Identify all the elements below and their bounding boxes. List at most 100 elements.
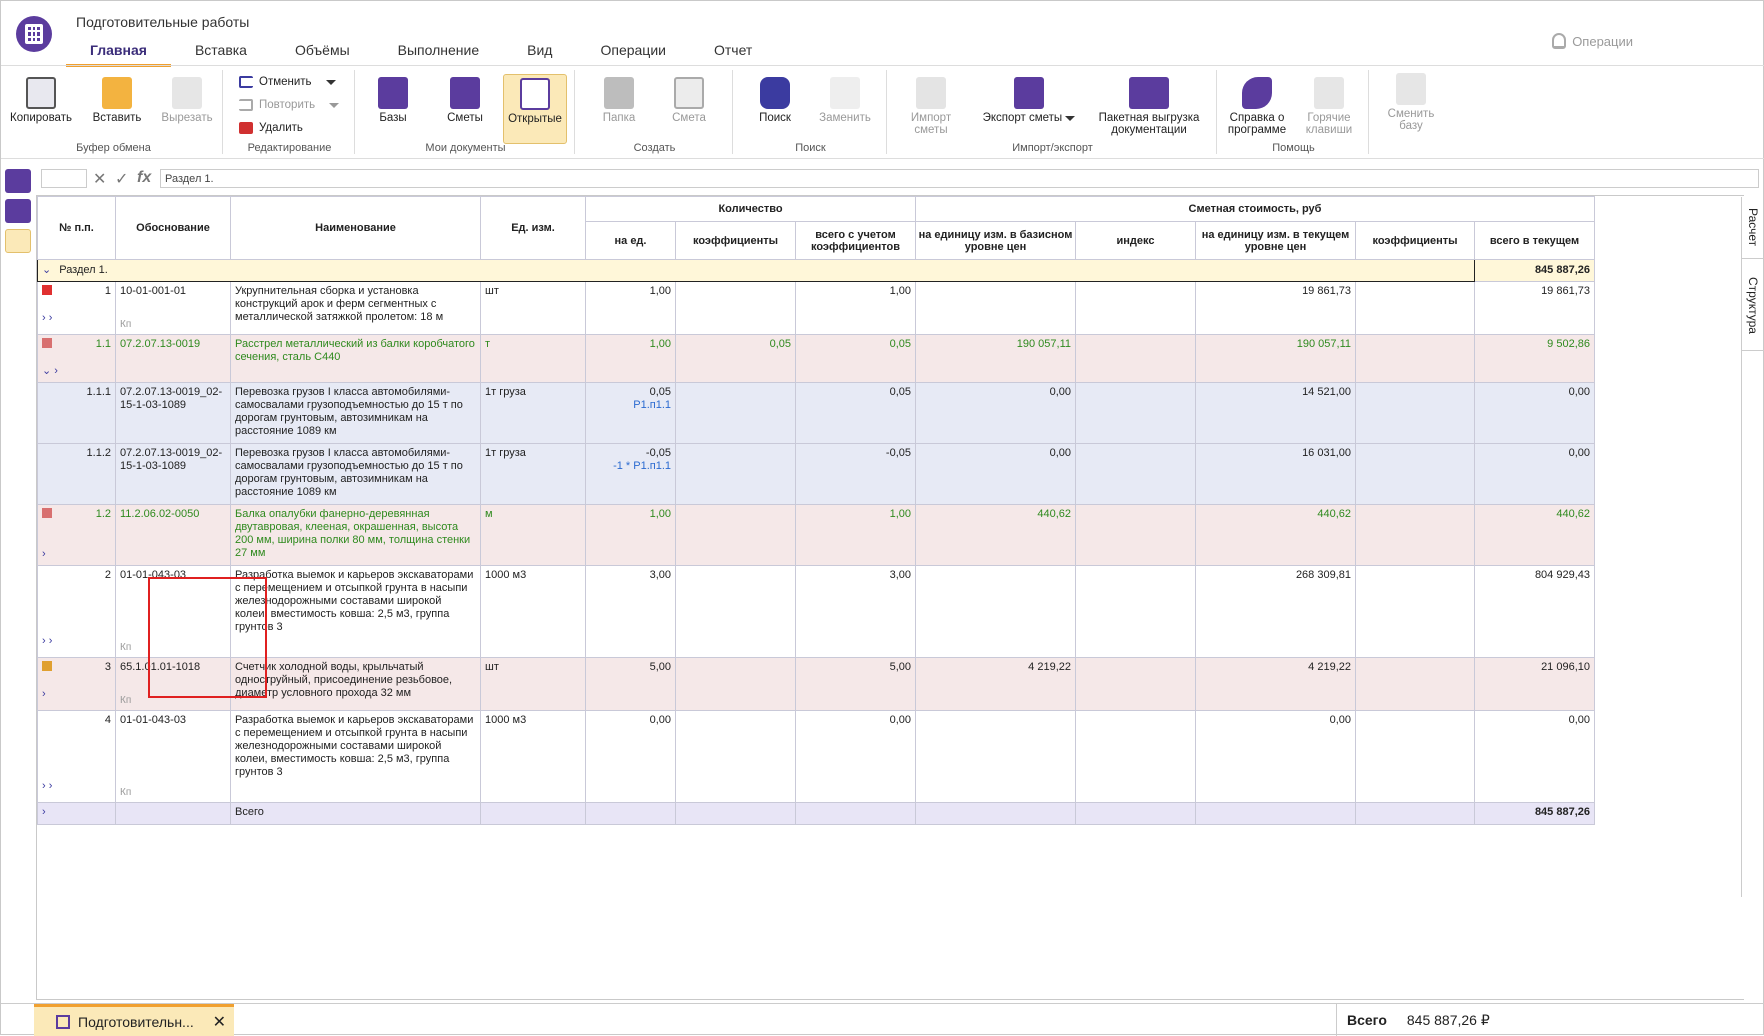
app-logo-icon[interactable] — [16, 16, 52, 52]
bases-icon[interactable] — [5, 169, 31, 193]
cell-name[interactable]: Балка опалубки фанерно-деревянная двутав… — [230, 504, 481, 566]
header-coef[interactable]: коэффициенты — [675, 221, 796, 260]
header-per-unit[interactable]: на ед. — [585, 221, 676, 260]
row-num-cell[interactable]: 1.2 › — [37, 504, 116, 566]
cell-per-unit[interactable]: 3,00 — [585, 565, 676, 658]
cell-per-unit[interactable]: -0,05 -1 * Р1.п1.1 — [585, 443, 676, 505]
cell-total-cur[interactable]: 804 929,43 — [1474, 565, 1595, 658]
cell-cost-coef[interactable] — [1355, 334, 1475, 383]
header-unit[interactable]: Ед. изм. — [480, 196, 586, 260]
cell-base-unit[interactable] — [915, 710, 1076, 803]
cell-total-coef[interactable]: 0,00 — [795, 710, 916, 803]
expand-chevron-icon[interactable]: › › — [42, 780, 53, 792]
cell-name[interactable]: Перевозка грузов I класса автомобилями-с… — [230, 443, 481, 505]
table-row[interactable]: 1.1.1 07.2.07.13-0019_02-15-1-03-1089 Пере… — [37, 382, 1595, 444]
cancel-icon[interactable]: ✕ — [93, 171, 107, 188]
tab-volumes[interactable]: Объёмы — [294, 42, 350, 58]
cell-coef[interactable] — [675, 565, 796, 658]
copy-button[interactable]: Копировать — [9, 74, 73, 124]
cell-total-cur[interactable]: 0,00 — [1474, 443, 1595, 505]
estimates-button[interactable]: Сметы — [433, 74, 497, 124]
table-row[interactable]: 1 › › 10-01-001-01 Кп Укрупнительная сборка … — [37, 281, 1595, 335]
header-name[interactable]: Наименование — [230, 196, 481, 260]
switch-base-button[interactable]: Сменить базу — [1379, 70, 1443, 132]
tab-calculation[interactable]: Расчет — [1742, 197, 1764, 259]
cell-total-coef[interactable]: 0,05 — [795, 382, 916, 444]
cell-index[interactable] — [1075, 443, 1196, 505]
expand-chevron-icon[interactable]: › › — [42, 312, 53, 324]
table-row[interactable]: 4 › › 01-01-043-03 Кп Разработка выемок и ка… — [37, 710, 1595, 803]
tab-insert[interactable]: Вставка — [194, 42, 247, 58]
bases-button[interactable]: Базы — [361, 74, 425, 124]
cell-name[interactable]: Перевозка грузов I класса автомобилями-с… — [230, 382, 481, 444]
function-icon[interactable]: fx — [137, 169, 152, 186]
row-num-cell[interactable]: 2 › › — [37, 565, 116, 658]
cell-cur-unit[interactable]: 4 219,22 — [1195, 657, 1356, 711]
expand-chevron-icon[interactable]: ⌄ › — [42, 365, 58, 377]
header-total-coef[interactable]: всего с учетом коэффициентов — [795, 221, 916, 260]
cell-base-unit[interactable]: 190 057,11 — [915, 334, 1076, 383]
cell-per-unit[interactable]: 0,00 — [585, 710, 676, 803]
cell-basis[interactable]: 01-01-043-03 Кп — [115, 565, 231, 658]
cell-base-unit[interactable]: 0,00 — [915, 443, 1076, 505]
batch-export-button[interactable]: Пакетная выгрузка документации — [1089, 74, 1209, 136]
operations-button[interactable]: Операции — [1552, 33, 1633, 49]
cell-index[interactable] — [1075, 657, 1196, 711]
cell-coef[interactable] — [675, 657, 796, 711]
tab-view[interactable]: Вид — [527, 42, 553, 58]
expand-chevron-icon[interactable]: › › — [42, 635, 53, 647]
tab-report[interactable]: Отчет — [713, 42, 753, 58]
paste-button[interactable]: Вставить — [85, 74, 149, 124]
cell-coef[interactable] — [675, 281, 796, 335]
cell-total-cur[interactable]: 0,00 — [1474, 710, 1595, 803]
cell-name[interactable]: Разработка выемок и карьеров экскаватора… — [230, 565, 481, 658]
cell-basis[interactable]: 07.2.07.13-0019_02-15-1-03-1089 — [115, 382, 231, 444]
replace-button[interactable]: Заменить — [813, 74, 877, 124]
about-button[interactable]: Справка о программе — [1225, 74, 1289, 136]
section-row[interactable]: ⌄ Раздел 1. 845 887,26 — [37, 259, 1595, 282]
cell-coef[interactable] — [675, 382, 796, 444]
cell-cur-unit[interactable]: 19 861,73 — [1195, 281, 1356, 335]
cell-total-coef[interactable]: 3,00 — [795, 565, 916, 658]
folder-button[interactable]: Папка — [587, 74, 651, 124]
cell-cur-unit[interactable]: 440,62 — [1195, 504, 1356, 566]
cell-unit[interactable]: т — [480, 334, 586, 383]
cell-unit[interactable]: шт — [480, 281, 586, 335]
row-num-cell[interactable]: 1 › › — [37, 281, 116, 335]
new-estimate-button[interactable]: Смета — [657, 74, 721, 124]
cell-per-unit[interactable]: 1,00 — [585, 281, 676, 335]
open-docs-icon[interactable] — [5, 229, 31, 253]
cell-cost-coef[interactable] — [1355, 565, 1475, 658]
cell-total-cur[interactable]: 21 096,10 — [1474, 657, 1595, 711]
cell-cost-coef[interactable] — [1355, 657, 1475, 711]
cell-name[interactable]: Счетчик холодной воды, крыльчатый одност… — [230, 657, 481, 711]
cell-index[interactable] — [1075, 710, 1196, 803]
cell-basis[interactable]: 07.2.07.13-0019 — [115, 334, 231, 383]
header-cur-unit[interactable]: на единицу изм. в текущем уровне цен — [1195, 221, 1356, 260]
cell-total-cur[interactable]: 19 861,73 — [1474, 281, 1595, 335]
cell-coef[interactable] — [675, 443, 796, 505]
cell-cur-unit[interactable]: 14 521,00 — [1195, 382, 1356, 444]
cell-basis[interactable]: 65.1.01.01-1018 Кп — [115, 657, 231, 711]
cell-name[interactable]: Укрупнительная сборка и установка констр… — [230, 281, 481, 335]
cell-per-unit[interactable]: 5,00 — [585, 657, 676, 711]
cell-index[interactable] — [1075, 334, 1196, 383]
document-tab[interactable]: Подготовительн... ✕ — [34, 1004, 234, 1036]
cell-unit[interactable]: 1000 м3 — [480, 710, 586, 803]
cell-cur-unit[interactable]: 16 031,00 — [1195, 443, 1356, 505]
table-row[interactable]: 2 › › 01-01-043-03 Кп Разработка выемок и ка… — [37, 565, 1595, 658]
header-num[interactable]: № п.п. — [37, 196, 116, 260]
cell-total-cur[interactable]: 440,62 — [1474, 504, 1595, 566]
table-row[interactable]: 1.2 › 11.2.06.02-0050 Балка опалубки фанерн… — [37, 504, 1595, 566]
cell-per-unit[interactable]: 1,00 — [585, 504, 676, 566]
cell-name[interactable]: Разработка выемок и карьеров экскаватора… — [230, 710, 481, 803]
cell-unit[interactable]: 1т груза — [480, 382, 586, 444]
chevron-down-icon[interactable]: ⌄ — [42, 264, 52, 276]
cell-index[interactable] — [1075, 281, 1196, 335]
cell-total-coef[interactable]: 0,05 — [795, 334, 916, 383]
cell-cur-unit[interactable]: 0,00 — [1195, 710, 1356, 803]
cell-unit[interactable]: шт — [480, 657, 586, 711]
cut-button[interactable]: Вырезать — [155, 74, 219, 124]
cell-total-cur[interactable]: 0,00 — [1474, 382, 1595, 444]
cell-basis[interactable]: 11.2.06.02-0050 — [115, 504, 231, 566]
